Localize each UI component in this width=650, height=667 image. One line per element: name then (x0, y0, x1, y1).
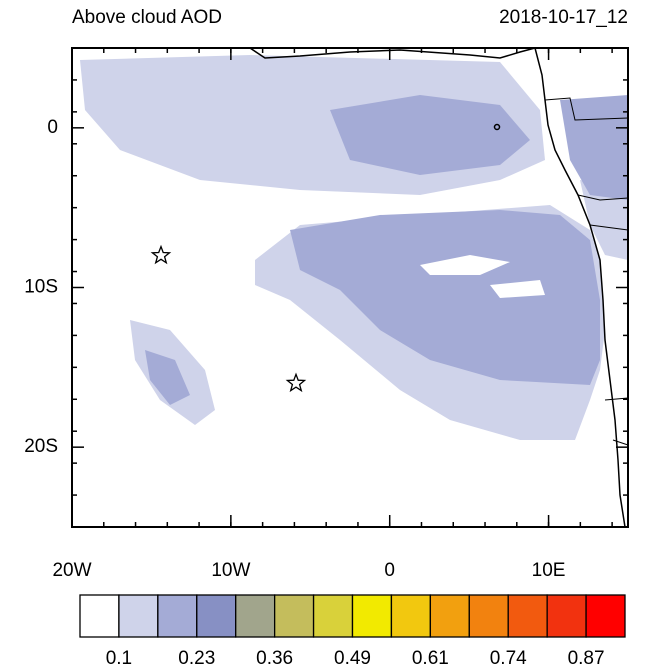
date: 2018-10-17_12 (499, 7, 628, 28)
y-tick-label: 20S (24, 436, 58, 457)
colorbar-box (585, 594, 626, 638)
colorbar-label: 0.61 (412, 648, 449, 667)
colorbar: 0.1 0.23 0.36 0.49 0.61 0.74 0.87 (79, 594, 626, 667)
y-tick-label: 10S (24, 277, 58, 298)
colorbar-label: 0.74 (490, 648, 527, 667)
colorbar-box (351, 594, 393, 638)
colorbar-box (468, 594, 509, 638)
colorbar-label: 0.36 (256, 648, 293, 667)
colorbar-label: 0.49 (334, 648, 371, 667)
colorbar-box (273, 594, 315, 638)
colorbar-box (157, 594, 198, 638)
title: Above cloud AOD (72, 7, 222, 28)
site-marker (285, 372, 307, 393)
x-tick-label: 10W (211, 560, 250, 581)
colorbar-box (196, 594, 237, 638)
colorbar-box (79, 594, 120, 638)
y-tick-label: 0 (47, 117, 58, 138)
colorbar-box (312, 594, 354, 638)
aod-shading (80, 55, 628, 440)
colorbar-box (118, 594, 159, 638)
aod-gap (420, 255, 545, 298)
colorbar-label: 0.23 (178, 648, 215, 667)
x-tick-label: 0 (384, 560, 395, 581)
aod-medium (145, 95, 628, 405)
x-tick-label: 10E (532, 560, 566, 581)
colorbar-label: 0.1 (106, 648, 132, 667)
colorbar-box (390, 594, 432, 638)
colorbar-box (235, 594, 276, 638)
colorbar-label: 0.87 (568, 648, 605, 667)
x-tick-label: 20W (52, 560, 91, 581)
colorbar-box (429, 594, 470, 638)
colorbar-box (507, 594, 548, 638)
colorbar-box (546, 594, 587, 638)
coastline (249, 47, 629, 528)
site-marker (150, 244, 172, 265)
